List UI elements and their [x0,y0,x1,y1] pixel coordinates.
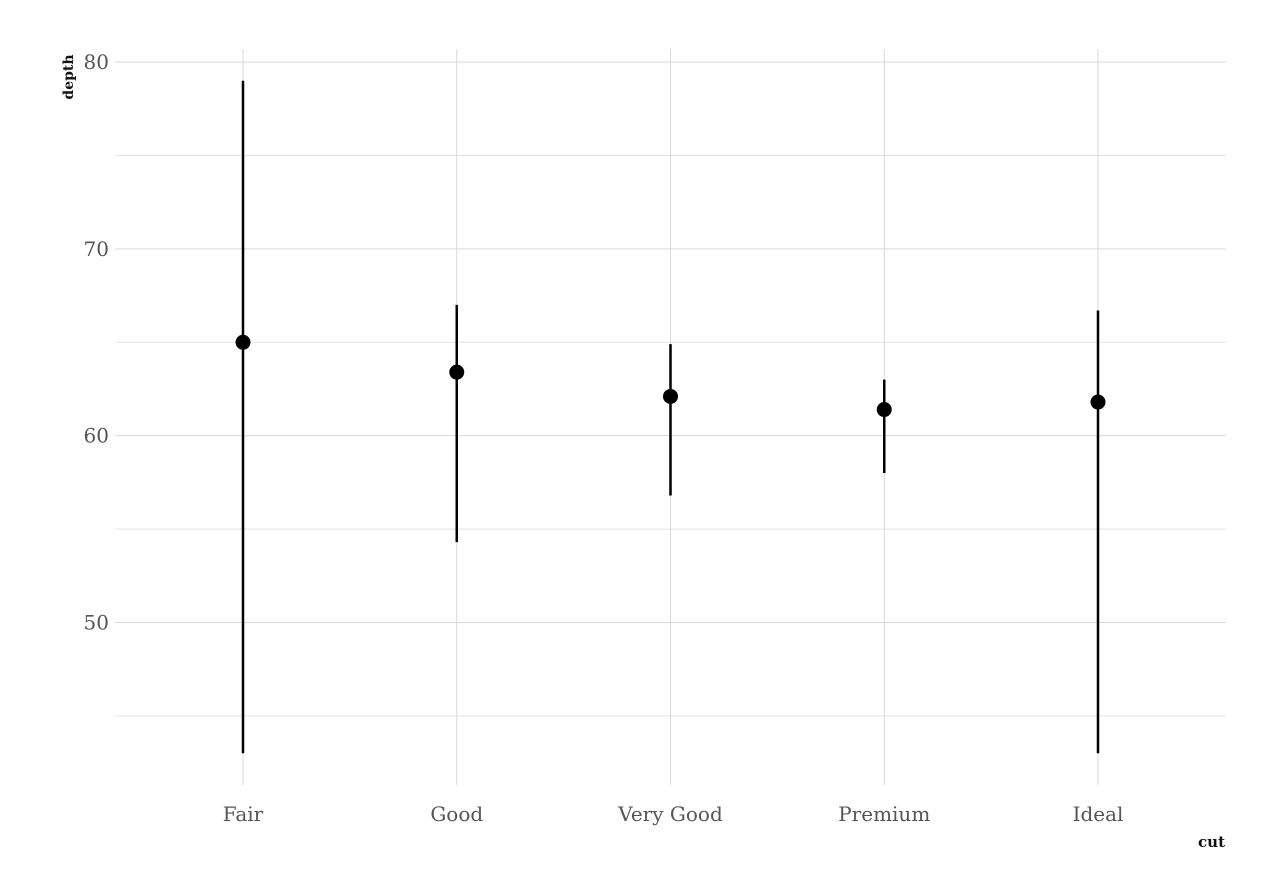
y-axis-title: depth [61,54,77,99]
x-tick-labels: Fair Good Very Good Premium Ideal [223,802,1124,826]
x-axis-title: cut [1198,833,1225,851]
x-tick-label: Premium [838,802,930,826]
data-marks [235,80,1106,754]
y-tick-label: 80 [84,50,109,74]
y-tick-label: 60 [84,424,109,448]
y-tick-label: 50 [84,610,109,634]
x-tick-label: Fair [223,802,264,826]
mean-point [663,388,678,404]
mean-point [235,334,251,350]
x-tick-label: Ideal [1073,802,1124,826]
mean-point [876,402,892,418]
x-tick-label: Very Good [617,802,723,826]
y-tick-labels: 50 60 70 80 [84,50,109,634]
mean-point [1090,394,1106,410]
mean-point [449,364,465,380]
y-tick-label: 70 [84,237,109,261]
x-tick-label: Good [430,802,483,826]
